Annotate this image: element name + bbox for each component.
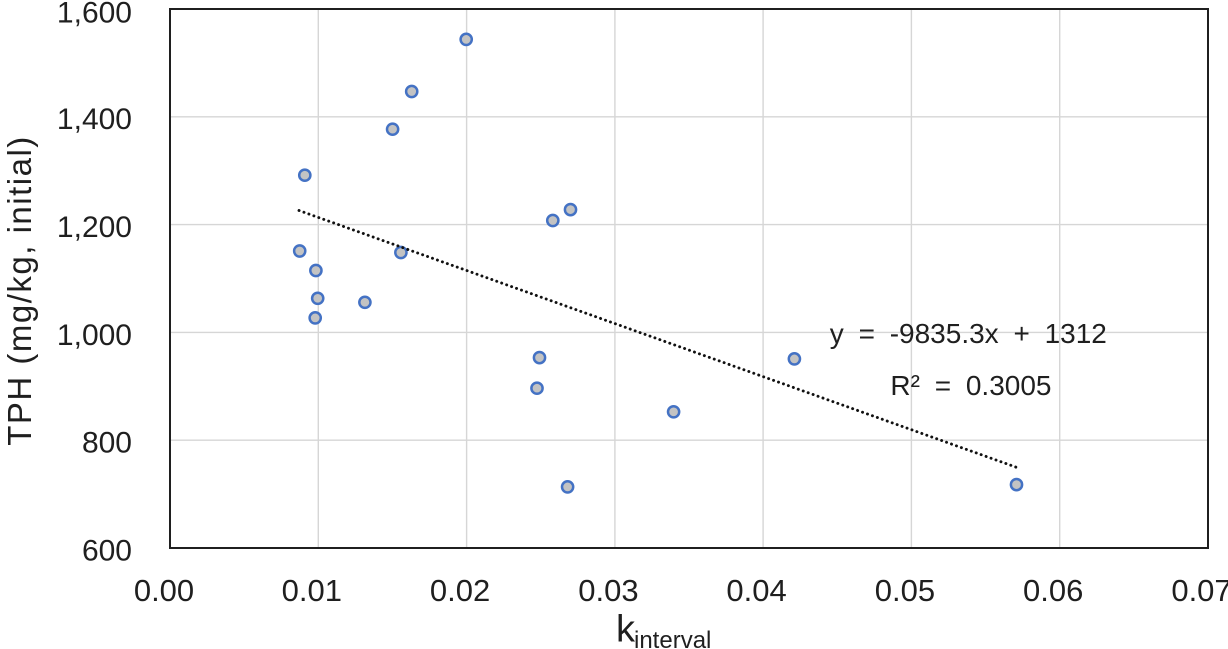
svg-text:interval: interval bbox=[634, 627, 711, 649]
svg-text:0.03: 0.03 bbox=[578, 573, 638, 608]
svg-text:k: k bbox=[616, 609, 636, 649]
svg-text:1,200: 1,200 bbox=[57, 211, 132, 244]
svg-text:0.02: 0.02 bbox=[430, 573, 490, 608]
svg-text:1,000: 1,000 bbox=[57, 319, 132, 352]
svg-text:600: 600 bbox=[82, 534, 132, 567]
svg-text:TPH (mg/kg, initial): TPH (mg/kg, initial) bbox=[1, 135, 38, 446]
svg-text:0.00: 0.00 bbox=[134, 573, 194, 608]
svg-text:0.06: 0.06 bbox=[1023, 573, 1083, 608]
svg-text:y = -9835.3x + 1312: y = -9835.3x + 1312 bbox=[830, 318, 1107, 349]
svg-text:800: 800 bbox=[82, 427, 132, 460]
svg-text:R² = 0.3005: R² = 0.3005 bbox=[890, 370, 1051, 401]
svg-text:1,600: 1,600 bbox=[57, 0, 132, 29]
svg-text:0.01: 0.01 bbox=[282, 573, 342, 608]
svg-text:0.04: 0.04 bbox=[726, 573, 786, 608]
svg-text:0.07: 0.07 bbox=[1171, 573, 1228, 608]
svg-text:1,400: 1,400 bbox=[57, 103, 132, 136]
svg-text:0.05: 0.05 bbox=[875, 573, 935, 608]
